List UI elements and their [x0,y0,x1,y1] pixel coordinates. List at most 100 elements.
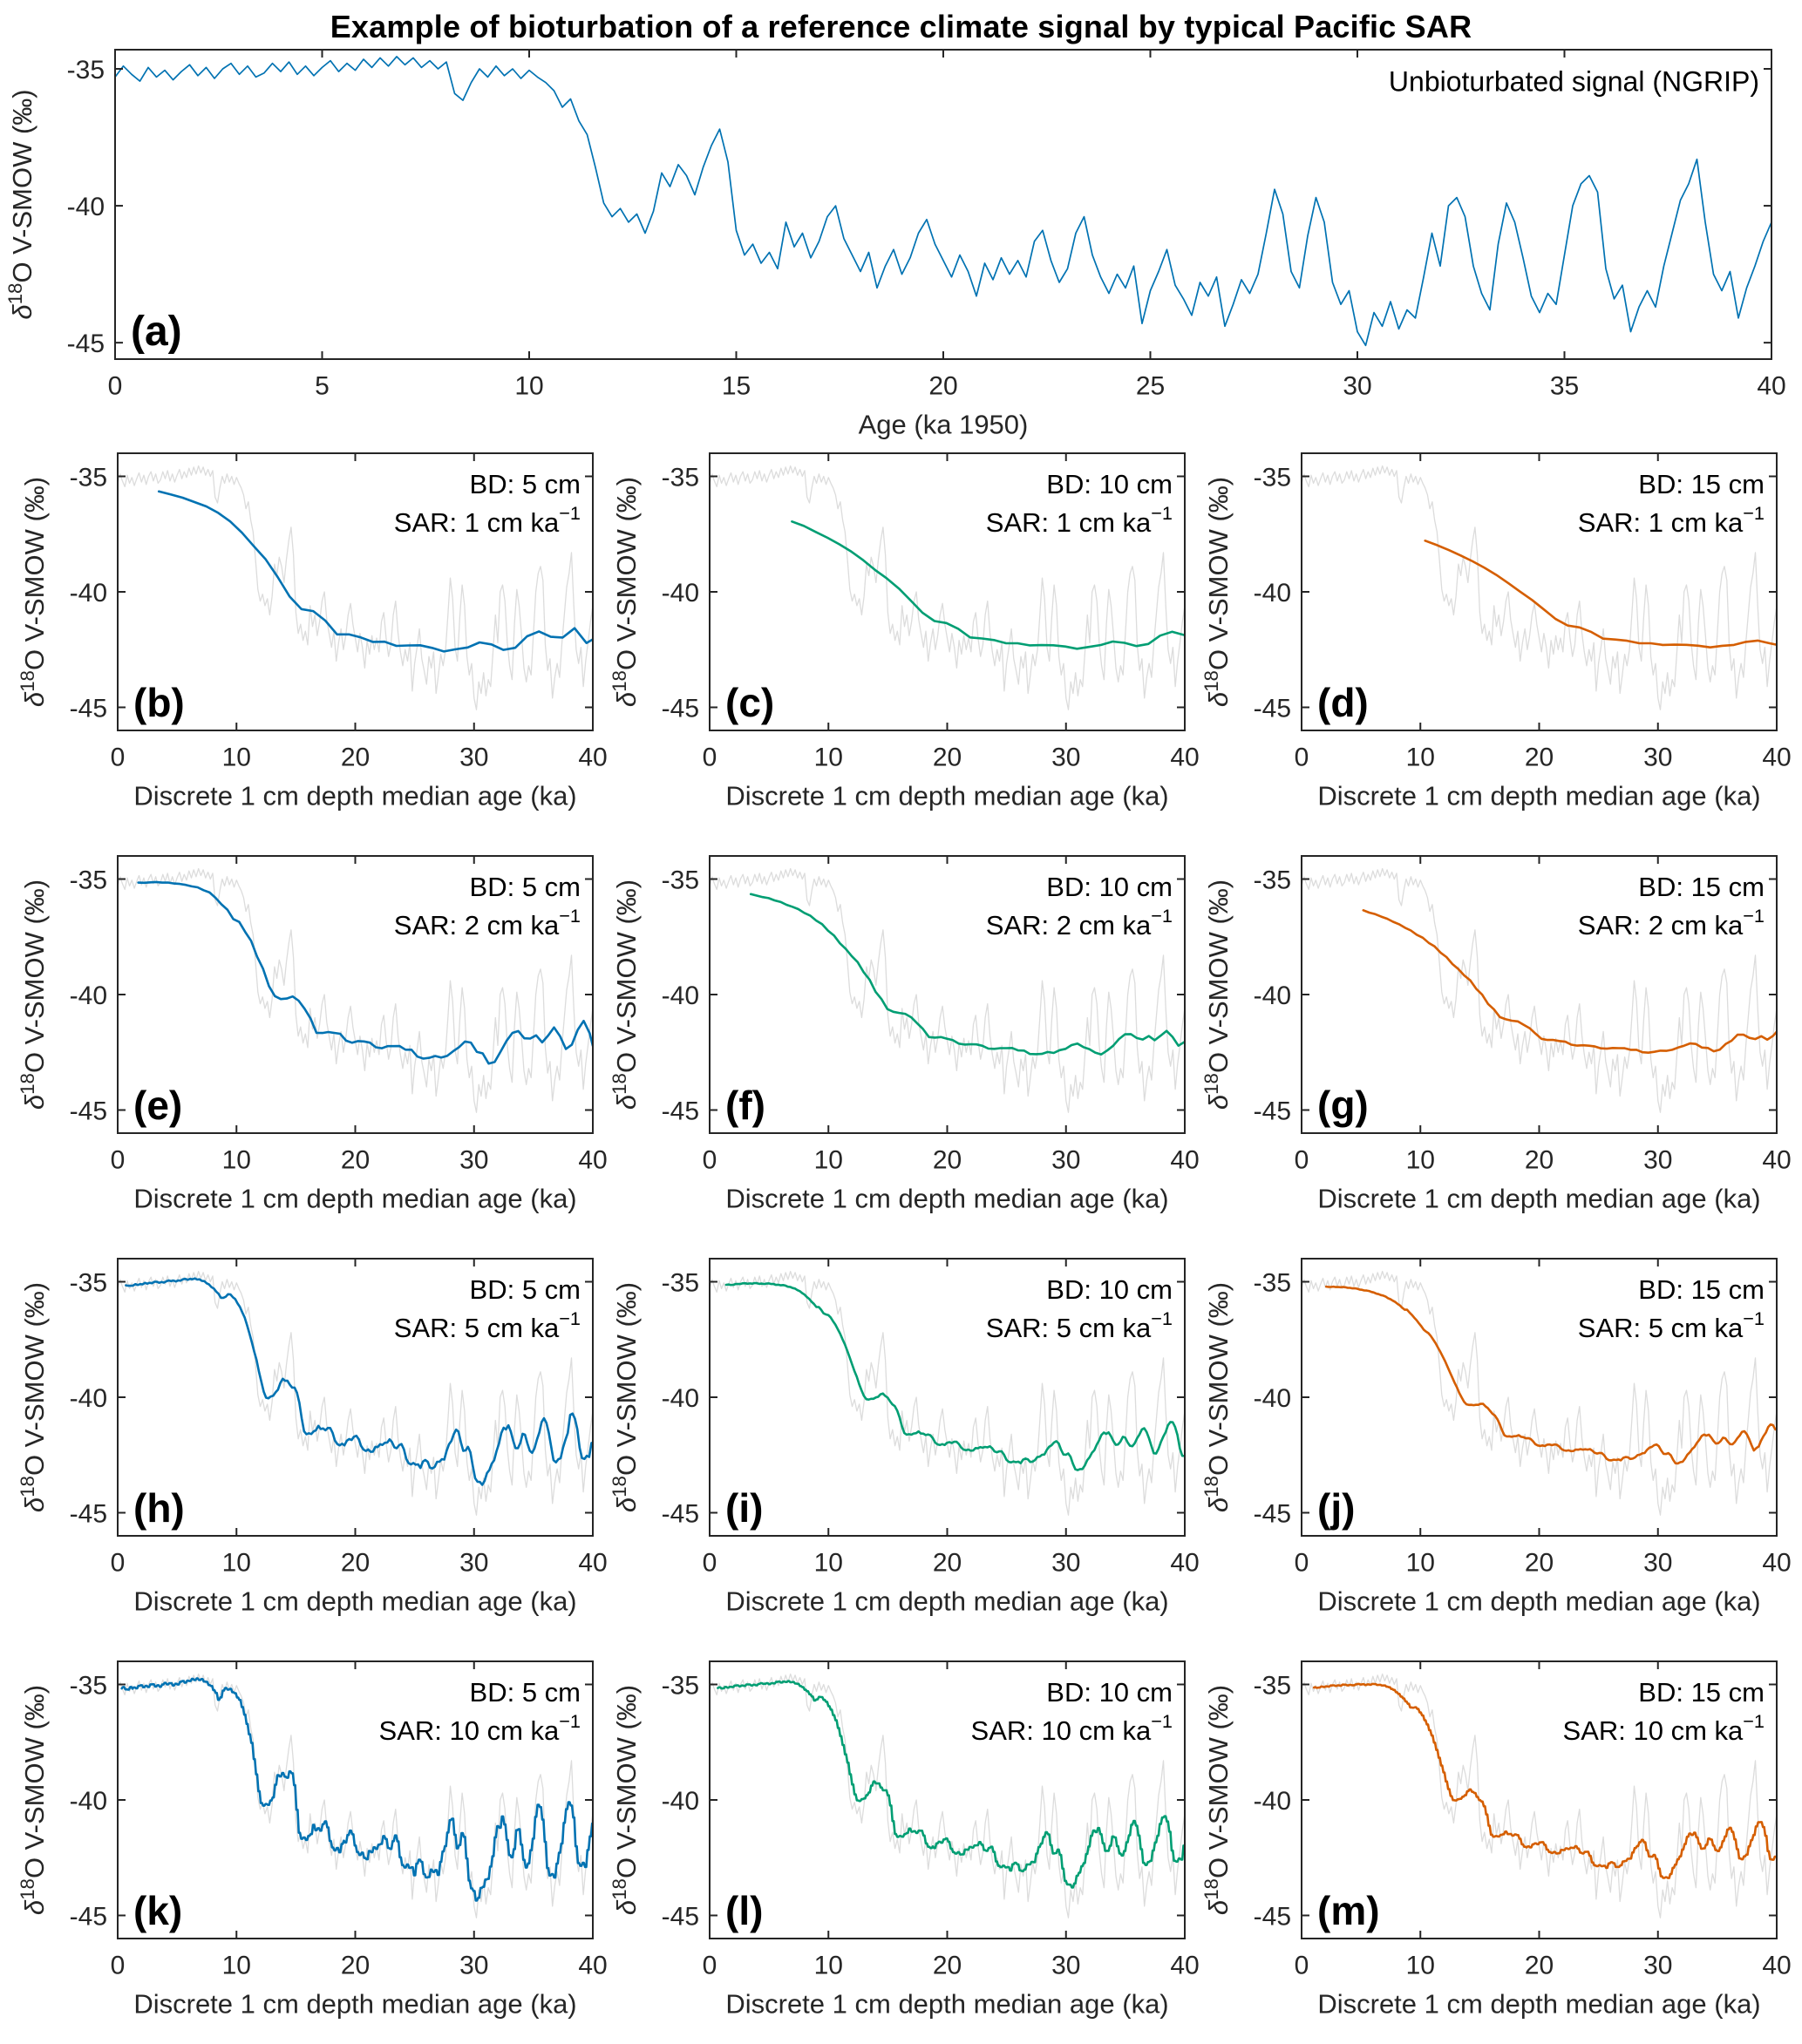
sar-annotation: SAR: 1 cm ka−1 [394,502,581,538]
y-axis-label: δ18O V-SMOW (‰) [1200,1685,1234,1915]
x-tick-label: 40 [578,1952,607,1980]
x-tick-label: 20 [933,744,962,772]
y-tick-label: -40 [70,981,107,1010]
panel-a-chart: 0 5 10 15 20 25 30 35 40 -35 -40 -45 Age (ka 1950) δ1… [4,49,1786,439]
x-axis-label: Discrete 1 cm depth median age (ka) [1317,1183,1760,1213]
x-tick-label: 20 [341,744,370,772]
reference-series [1302,1270,1777,1516]
x-tick-label: 30 [459,1146,488,1175]
y-tick-label: -35 [662,866,699,894]
x-tick-label: 0 [703,744,717,772]
panel-j-chart: 0 10 20 30 40 -35 -40 -45 Discrete 1 cm depth me… [1200,1258,1792,1616]
y-tick-label: -35 [662,1671,699,1700]
x-axis-label: Discrete 1 cm depth median age (ka) [725,1183,1168,1213]
y-tick-label: -45 [662,1499,699,1528]
y-axis-label: δ18O V-SMOW (‰) [609,477,642,707]
bioturbated-series [1362,909,1777,1054]
x-tick-label: 40 [1762,744,1791,772]
y-axis-label: δ18O V-SMOW (‰) [609,879,642,1110]
y-tick-label: -35 [70,463,107,492]
bioturbated-series [125,1277,593,1486]
y-tick-label: -40 [662,579,699,608]
reference-series [710,465,1185,710]
x-tick-label: 40 [578,1146,607,1175]
x-tick-label: 5 [315,372,330,401]
sar-annotation: SAR: 10 cm ka−1 [1563,1710,1765,1746]
bioturbated-series [717,1680,1185,1889]
y-tick-label: -35 [1254,866,1291,894]
x-tick-label: 40 [1170,1146,1199,1175]
bd-annotation: BD: 15 cm [1638,872,1765,902]
x-tick-label: 10 [222,1146,251,1175]
x-tick-label: 0 [703,1549,717,1578]
reference-series [1302,1673,1777,1918]
y-tick-label: -45 [67,329,105,358]
panel-c-chart: 0 10 20 30 40 -35 -40 -45 Discrete 1 cm depth me… [609,452,1200,811]
y-tick-label: -45 [1254,694,1291,723]
x-tick-label: 10 [514,372,543,401]
bioturbated-series [137,880,593,1065]
y-tick-label: -35 [662,463,699,492]
bd-annotation: BD: 10 cm [1046,872,1173,902]
y-tick-label: -45 [662,694,699,723]
x-tick-label: 40 [1762,1952,1791,1980]
y-tick-label: -40 [70,1384,107,1413]
panel-label: (m) [1317,1888,1380,1933]
x-tick-label: 40 [1170,1549,1199,1578]
x-tick-label: 30 [459,1952,488,1980]
x-tick-label: 20 [1525,1952,1554,1980]
y-axis-label: δ18O V-SMOW (‰) [17,1685,50,1915]
reference-series [118,465,593,710]
x-tick-label: 10 [1406,1549,1435,1578]
x-tick-label: 20 [341,1549,370,1578]
figure-title: Example of bioturbation of a reference c… [330,9,1472,44]
x-tick-label: 40 [1170,744,1199,772]
y-tick-label: -45 [662,1902,699,1931]
panel-g-chart: 0 10 20 30 40 -35 -40 -45 Discrete 1 cm depth me… [1200,855,1792,1213]
y-tick-label: -40 [662,1787,699,1816]
y-tick-label: -45 [70,1097,107,1125]
panel-label: (l) [725,1888,763,1933]
y-axis-label: δ18O V-SMOW (‰) [4,89,37,319]
panel-label: (i) [725,1485,763,1531]
bd-annotation: BD: 15 cm [1638,1677,1765,1708]
panel-a: 0 5 10 15 20 25 30 35 40 -35 -40 -45 Age (ka 1950) δ1… [0,42,1802,486]
y-tick-label: -45 [662,1097,699,1125]
panel-label: (b) [133,680,185,725]
x-tick-label: 15 [722,372,751,401]
panel-label: (a) [131,309,182,355]
sar-annotation: SAR: 2 cm ka−1 [986,905,1173,941]
x-tick-label: 10 [814,1146,843,1175]
x-tick-label: 10 [814,1549,843,1578]
y-tick-label: -35 [70,866,107,894]
panel-j: 0 10 20 30 40 -35 -40 -45 Discrete 1 cm depth me… [1184,1241,1794,1646]
x-axis-label: Discrete 1 cm depth median age (ka) [133,780,576,811]
x-axis-label: Age (ka 1950) [859,409,1029,439]
bd-annotation: BD: 15 cm [1638,469,1765,499]
panel-k: 0 10 20 30 40 -35 -40 -45 Discrete 1 cm depth me… [0,1644,610,2044]
panel-l: 0 10 20 30 40 -35 -40 -45 Discrete 1 cm depth me… [592,1644,1202,2044]
y-tick-label: -40 [1254,1787,1291,1816]
y-tick-label: -35 [70,1268,107,1297]
bioturbated-series [1424,540,1777,649]
x-tick-label: 30 [1051,1549,1080,1578]
y-axis-label: δ18O V-SMOW (‰) [17,477,50,707]
x-tick-label: 30 [459,1549,488,1578]
x-axis-label: Discrete 1 cm depth median age (ka) [1317,780,1760,811]
x-tick-label: 10 [222,1952,251,1980]
x-tick-label: 0 [111,1549,126,1578]
x-tick-label: 10 [1406,744,1435,772]
reference-series [118,1270,593,1516]
bioturbated-series [157,490,593,653]
sar-annotation: SAR: 5 cm ka−1 [1578,1307,1765,1343]
y-axis-label: δ18O V-SMOW (‰) [609,1282,642,1512]
reference-series [710,1673,1185,1918]
sar-annotation: SAR: 2 cm ka−1 [394,905,581,941]
x-tick-label: 10 [222,1549,251,1578]
panel-l-chart: 0 10 20 30 40 -35 -40 -45 Discrete 1 cm depth me… [609,1660,1200,2019]
x-tick-label: 40 [1762,1549,1791,1578]
x-tick-label: 20 [928,372,957,401]
panel-b-chart: 0 10 20 30 40 -35 -40 -45 Discrete 1 cm depth me… [17,452,608,811]
y-tick-label: -40 [662,1384,699,1413]
sar-annotation: SAR: 10 cm ka−1 [971,1710,1173,1746]
